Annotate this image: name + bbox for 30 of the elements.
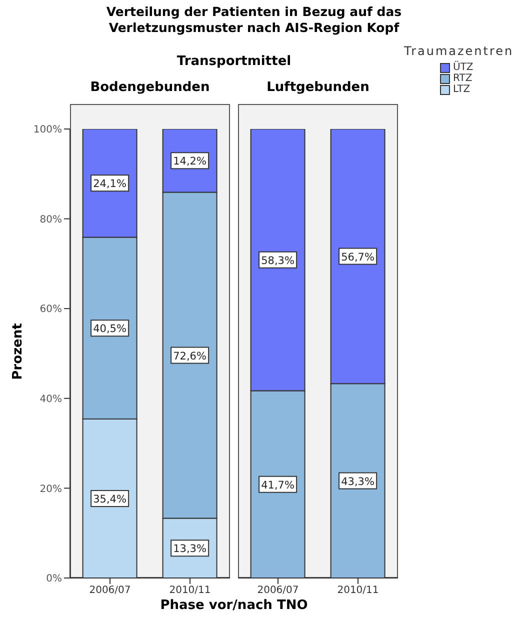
y-tick-label: 100% xyxy=(33,124,62,136)
y-tick-label: 20% xyxy=(40,484,62,495)
y-tick-label: 40% xyxy=(40,394,62,405)
x-axis-title: Phase vor/nach TNO xyxy=(159,598,309,613)
chart-title: Luftgebunden xyxy=(266,80,370,95)
data-label: 43,3% xyxy=(341,476,374,488)
data-label: 72,6% xyxy=(173,350,206,362)
x-tick-label: 2010/11 xyxy=(337,585,379,596)
data-label: 24,1% xyxy=(93,178,126,190)
data-label: 58,3% xyxy=(261,254,294,267)
text: Verteilung der Patienten in Bezug auf das Verletzungsmuster nach AIS-Region Kopf xyxy=(105,4,403,36)
x-tick-label: 2006/07 xyxy=(257,585,299,596)
data-label: 14,2% xyxy=(173,156,206,168)
y-tick-label: 0% xyxy=(46,574,62,585)
legend-label: RTZ xyxy=(453,73,472,84)
y-axis-title: Prozent xyxy=(10,322,26,382)
data-label: 56,7% xyxy=(341,251,374,264)
data-label: 40,5% xyxy=(93,323,126,336)
y-tick-label: 60% xyxy=(40,304,62,316)
x-tick-label: 2006/07 xyxy=(89,585,131,596)
data-label: 41,7% xyxy=(261,479,294,492)
text: Transportmittel xyxy=(176,54,292,69)
legend-label: LTZ xyxy=(453,84,470,95)
x-tick-label: 2010/11 xyxy=(169,585,211,596)
y-tick-label: 80% xyxy=(40,214,62,226)
data-label: 13,3% xyxy=(173,543,206,556)
legend-title: Traumazentren xyxy=(404,44,514,58)
legend-label: ÜTZ xyxy=(453,62,474,73)
data-label: 35,4% xyxy=(93,494,126,506)
chart-title: Bodengebunden xyxy=(89,80,211,95)
